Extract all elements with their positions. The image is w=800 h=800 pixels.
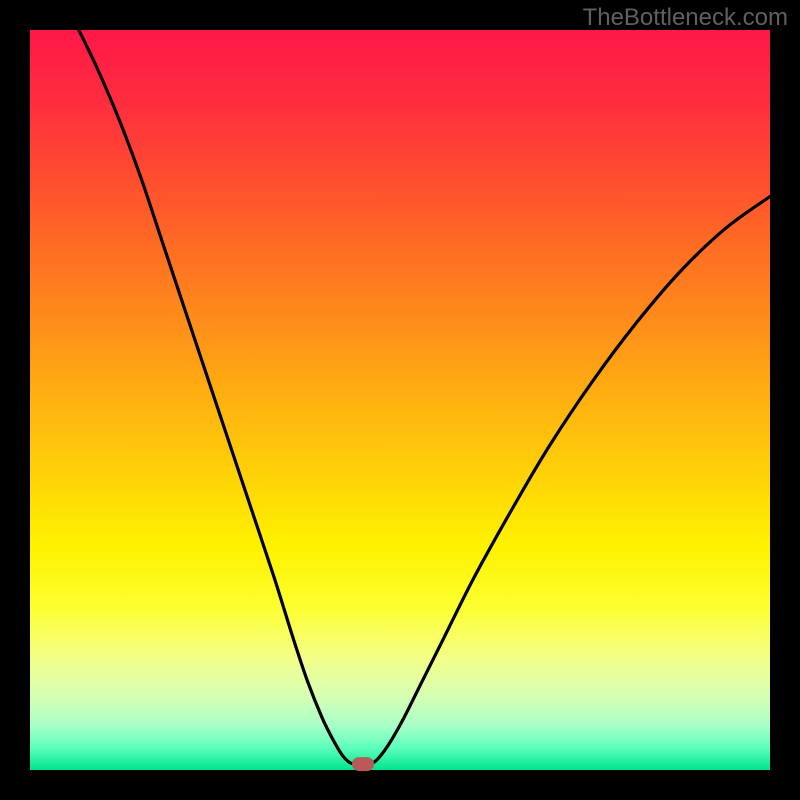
bottleneck-chart (0, 0, 800, 800)
plot-background (30, 30, 770, 770)
attribution-watermark: TheBottleneck.com (583, 4, 788, 32)
attribution-text: TheBottleneck.com (583, 4, 788, 31)
bottom-marker (352, 757, 374, 771)
